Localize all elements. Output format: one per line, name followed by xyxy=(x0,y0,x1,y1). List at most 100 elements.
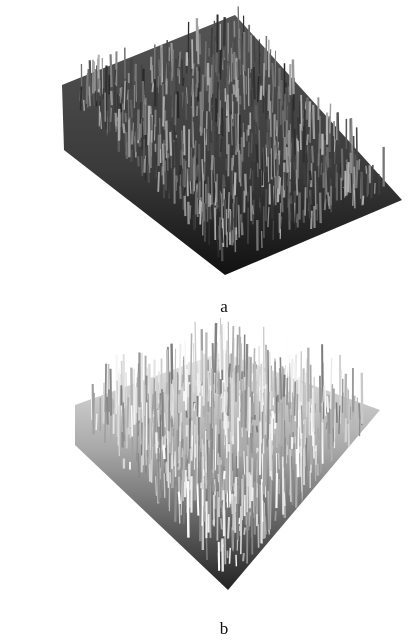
spike xyxy=(274,144,275,178)
spike xyxy=(228,192,229,218)
spike xyxy=(115,85,116,117)
spike xyxy=(257,161,258,177)
spike xyxy=(242,371,243,379)
spike xyxy=(105,395,106,443)
spike xyxy=(159,59,160,76)
spike xyxy=(239,205,240,238)
spike xyxy=(277,424,278,448)
spike xyxy=(123,402,124,441)
spike xyxy=(251,133,252,153)
spike xyxy=(202,75,203,110)
spike xyxy=(131,100,132,118)
spike xyxy=(135,136,136,152)
spike xyxy=(235,195,236,227)
spike xyxy=(264,63,265,98)
spike xyxy=(131,150,132,163)
spike xyxy=(163,96,164,126)
spike xyxy=(149,106,150,145)
spike xyxy=(189,62,190,86)
spike xyxy=(195,322,196,381)
spike xyxy=(302,405,303,433)
spike xyxy=(84,100,85,111)
spike xyxy=(319,133,320,166)
spike xyxy=(276,473,277,508)
spike xyxy=(290,449,291,502)
spike xyxy=(89,87,90,107)
spike xyxy=(201,350,202,381)
spike xyxy=(198,26,199,64)
spike xyxy=(167,383,168,395)
spike xyxy=(111,91,112,105)
spike xyxy=(248,507,249,530)
spike xyxy=(175,485,176,522)
spike xyxy=(320,193,321,224)
spike xyxy=(266,145,267,167)
spike xyxy=(130,429,131,438)
spike xyxy=(261,485,262,544)
spike xyxy=(221,324,222,369)
spike xyxy=(310,413,311,421)
spike xyxy=(229,364,230,377)
spike xyxy=(228,53,229,81)
spike xyxy=(212,428,213,469)
spike xyxy=(155,152,156,178)
spike xyxy=(169,372,170,431)
spike xyxy=(283,111,284,138)
spike xyxy=(224,17,225,46)
spike xyxy=(142,156,143,176)
spike xyxy=(126,142,127,155)
spike xyxy=(238,6,239,40)
spike xyxy=(260,374,261,390)
spike xyxy=(309,196,310,217)
spike xyxy=(235,114,236,147)
spike xyxy=(310,112,311,143)
spike xyxy=(321,455,322,473)
spike xyxy=(221,139,222,152)
spike xyxy=(327,147,328,167)
spike xyxy=(122,416,123,432)
spike xyxy=(158,410,159,427)
spike xyxy=(226,415,227,458)
spike xyxy=(255,362,256,415)
spike xyxy=(279,453,280,469)
spike xyxy=(357,397,358,434)
spike xyxy=(166,462,167,481)
spike xyxy=(186,477,187,488)
spike xyxy=(294,162,295,170)
spike xyxy=(275,511,276,521)
spike xyxy=(318,428,319,440)
spike xyxy=(96,414,97,430)
spike xyxy=(243,553,244,561)
spike xyxy=(215,425,216,471)
spike xyxy=(301,492,302,502)
spike xyxy=(289,402,290,422)
spike xyxy=(121,87,122,98)
spike xyxy=(280,177,281,194)
panel-label: a xyxy=(220,297,228,316)
spike xyxy=(224,175,225,187)
spike xyxy=(307,98,308,120)
spike xyxy=(123,84,124,92)
spike xyxy=(170,72,171,95)
spike xyxy=(192,84,193,95)
spike xyxy=(171,384,172,411)
spike xyxy=(154,100,155,133)
spike xyxy=(128,90,129,119)
spike xyxy=(285,438,286,468)
spike xyxy=(165,463,166,473)
spike xyxy=(262,152,263,185)
spike xyxy=(272,63,273,86)
spike xyxy=(206,67,207,91)
spike xyxy=(81,86,82,110)
spike xyxy=(124,81,125,110)
spike xyxy=(363,196,364,205)
spike xyxy=(256,105,257,122)
spike xyxy=(293,59,294,94)
spike xyxy=(179,491,180,504)
spike xyxy=(222,228,223,242)
spike xyxy=(272,411,273,418)
spike xyxy=(218,240,219,258)
spike xyxy=(252,205,253,214)
spike xyxy=(306,444,307,471)
spike xyxy=(220,343,221,379)
